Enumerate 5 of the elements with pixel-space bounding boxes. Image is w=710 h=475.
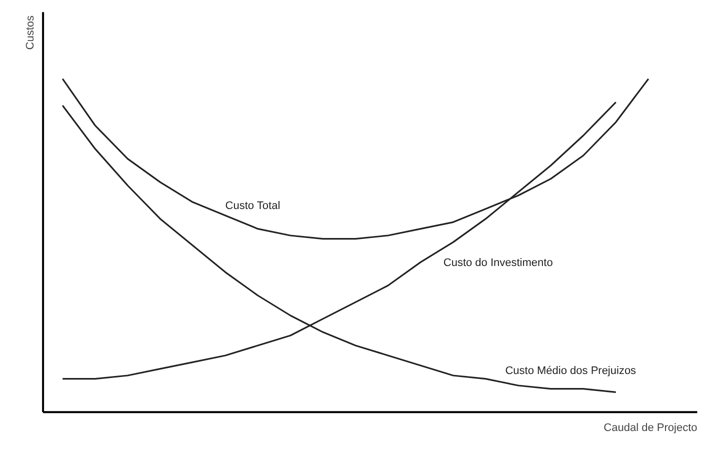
series-label: Custo Total (225, 200, 280, 212)
y-axis-title: Custos (24, 15, 37, 50)
series-label: Custo Médio dos Prejuizos (505, 365, 637, 378)
series-label: Custo do Investimento (443, 257, 553, 270)
x-axis-title: Caudal de Projecto (604, 422, 698, 434)
